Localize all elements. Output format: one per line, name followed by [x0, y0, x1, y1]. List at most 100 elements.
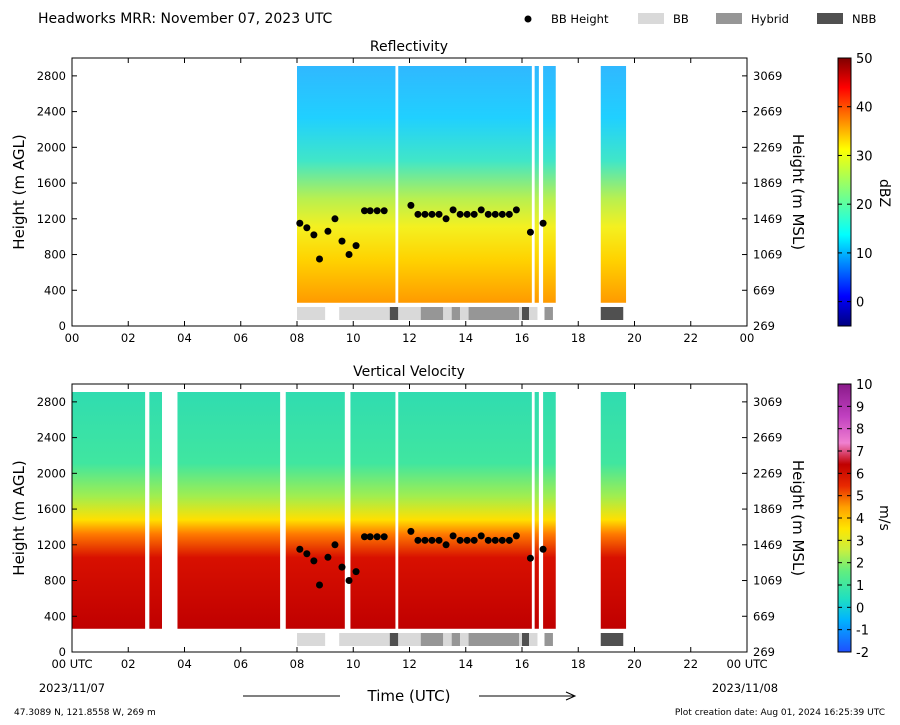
- bb-type-bar-bb: [339, 307, 390, 320]
- bb-type-bar-hybrid: [544, 633, 553, 646]
- bb-height-point: [338, 563, 346, 571]
- bb-height-point: [498, 210, 506, 218]
- heatmap-span: [285, 392, 345, 629]
- y-tick-label: 1600: [37, 176, 66, 190]
- bb-height-point: [352, 242, 360, 250]
- bb-height-point: [421, 536, 429, 544]
- bb-type-bar-bb: [460, 307, 469, 320]
- bb-height-point: [449, 532, 457, 540]
- bb-type-bar-nbb: [600, 633, 624, 646]
- y-tick-label-right: 2269: [753, 466, 782, 480]
- velocity-heatmap: [72, 392, 627, 629]
- bb-height-point: [484, 536, 492, 544]
- x-tick-label: 02: [121, 331, 136, 345]
- colorbar-tick-label: -1: [856, 624, 869, 639]
- reflectivity-title: Reflectivity: [370, 39, 448, 55]
- bb-height-point: [428, 210, 436, 218]
- time-axis-label: Time (UTC): [367, 687, 451, 705]
- bb-type-bar-hybrid: [468, 307, 520, 320]
- velocity-y-label: Height (m AGL): [10, 460, 28, 575]
- y-tick-label-right: 269: [753, 645, 775, 659]
- colorbar-tick-label: 0: [856, 601, 864, 616]
- legend-bb-swatch: [638, 13, 664, 24]
- bb-type-bar-bb: [398, 633, 421, 646]
- x-tick-label: 02: [121, 657, 136, 671]
- bb-height-point: [366, 207, 374, 215]
- bb-height-point: [310, 557, 318, 565]
- bb-height-point: [470, 210, 478, 218]
- heatmap-span: [297, 66, 396, 303]
- bb-height-point: [345, 577, 353, 585]
- bb-height-point: [303, 550, 311, 558]
- heatmap-span: [543, 66, 556, 303]
- header-legend: BB Height BB Hybrid NBB: [524, 12, 876, 26]
- velocity-colorbar-ticks: -2 -1 0 1 2 3 4 5 6 7 8 9 10: [838, 378, 873, 661]
- bb-height-point: [324, 227, 332, 235]
- y-tick-label: 800: [44, 248, 66, 262]
- start-date: 2023/11/07: [39, 681, 105, 695]
- y-tick-label-right: 3069: [753, 69, 782, 83]
- y-tick-label-right: 1869: [753, 502, 782, 516]
- velocity-axes: 00 UTC 02 04 06 08 10 12 14 16 18 20 22 00 UTC040080…: [37, 384, 782, 671]
- bb-type-bar-hybrid: [451, 633, 461, 646]
- heatmap-span: [149, 392, 162, 629]
- x-tick-label: 06: [233, 657, 248, 671]
- creation-date-text: Plot creation date: Aug 01, 2024 16:25:3…: [675, 708, 885, 718]
- y-tick-label: 1600: [37, 502, 66, 516]
- x-tick-label: 20: [627, 657, 642, 671]
- y-tick-label-right: 2669: [753, 431, 782, 445]
- x-tick-label: 04: [177, 331, 192, 345]
- y-tick-label: 2800: [37, 395, 66, 409]
- bb-type-bar-bb: [460, 633, 469, 646]
- bb-type-bar-hybrid: [468, 633, 520, 646]
- colorbar-tick-label: 20: [856, 198, 873, 213]
- bb-height-point: [373, 533, 381, 541]
- colorbar-tick-label: 50: [856, 52, 873, 67]
- figure-title: Headworks MRR: November 07, 2023 UTC: [38, 11, 333, 27]
- x-tick-label: 00: [740, 331, 755, 345]
- colorbar-tick-label: 10: [856, 378, 873, 393]
- y-tick-label: 800: [44, 574, 66, 588]
- bb-height-point: [477, 532, 485, 540]
- reflectivity-bb-type-bars: [297, 307, 624, 320]
- colorbar-tick-label: 2: [856, 557, 864, 572]
- bb-height-point: [373, 207, 381, 215]
- time-arrow: [243, 691, 577, 701]
- colorbar-tick-label: 3: [856, 534, 864, 549]
- legend-hybrid-label: Hybrid: [751, 12, 789, 26]
- reflectivity-colorbar-label: dBZ: [876, 179, 892, 207]
- bb-height-point: [477, 206, 485, 214]
- reflectivity-colorbar: [837, 57, 852, 327]
- colorbar-tick-label: 0: [856, 296, 864, 311]
- bb-type-bar-bb: [339, 633, 390, 646]
- x-tick-label: 16: [515, 657, 530, 671]
- y-tick-label: 1200: [37, 212, 66, 226]
- reflectivity-heatmap: [297, 66, 627, 303]
- bb-type-bar-bb: [443, 307, 452, 320]
- colorbar-tick-label: 9: [856, 400, 864, 415]
- colorbar-tick-label: 10: [856, 247, 873, 262]
- bb-type-bar-bb: [519, 633, 522, 646]
- bb-height-point: [407, 201, 415, 209]
- colorbar-tick-label: 30: [856, 149, 873, 164]
- y-tick-label: 2000: [37, 466, 66, 480]
- colorbar-tick-label: 5: [856, 490, 864, 505]
- bb-height-point: [303, 224, 311, 232]
- bb-type-bar-bb: [443, 633, 452, 646]
- reflectivity-axes: 00 02 04 06 08 10 12 14 16 18 20 22 0004008001200160…: [37, 58, 782, 345]
- bb-type-bar-bb: [398, 307, 421, 320]
- legend-nbb-label: NBB: [852, 12, 876, 26]
- reflectivity-bb-height-markers: [296, 201, 547, 263]
- y-tick-label-right: 2269: [753, 140, 782, 154]
- time-arrow-head: [565, 691, 577, 701]
- heatmap-span: [177, 392, 281, 629]
- bb-height-point: [324, 553, 332, 561]
- bb-type-bar-nbb: [389, 307, 399, 320]
- bb-height-point: [338, 237, 346, 245]
- x-tick-label: 18: [571, 331, 586, 345]
- bb-type-bar-nbb: [522, 633, 530, 646]
- x-tick-label: 12: [402, 331, 417, 345]
- legend-bb-height-marker: [524, 15, 532, 23]
- bb-height-point: [435, 536, 443, 544]
